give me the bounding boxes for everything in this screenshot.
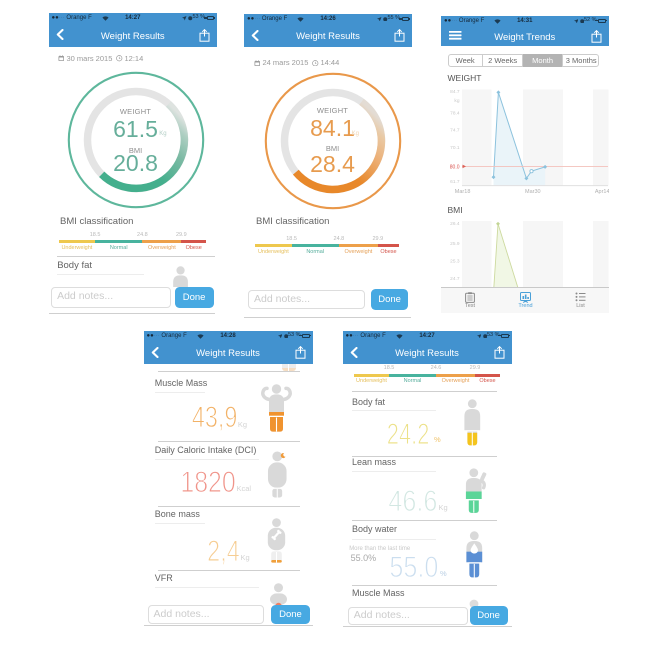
svg-text:Mar18: Mar18 — [455, 189, 471, 195]
svg-text:70.1: 70.1 — [450, 145, 460, 151]
svg-text:74.7: 74.7 — [450, 127, 460, 133]
svg-text:80.0: 80.0 — [450, 164, 460, 170]
svg-text:84.7: 84.7 — [450, 89, 460, 95]
svg-text:Mar30: Mar30 — [525, 189, 541, 195]
svg-text:61.7: 61.7 — [450, 179, 460, 185]
svg-text:25.3: 25.3 — [450, 258, 460, 264]
svg-text:78.4: 78.4 — [450, 110, 460, 116]
svg-text:25.9: 25.9 — [450, 241, 460, 247]
svg-text:24.7: 24.7 — [450, 276, 460, 282]
svg-text:kg: kg — [454, 98, 459, 104]
svg-text:Apr14: Apr14 — [595, 189, 609, 195]
svg-text:26.4: 26.4 — [450, 221, 460, 227]
